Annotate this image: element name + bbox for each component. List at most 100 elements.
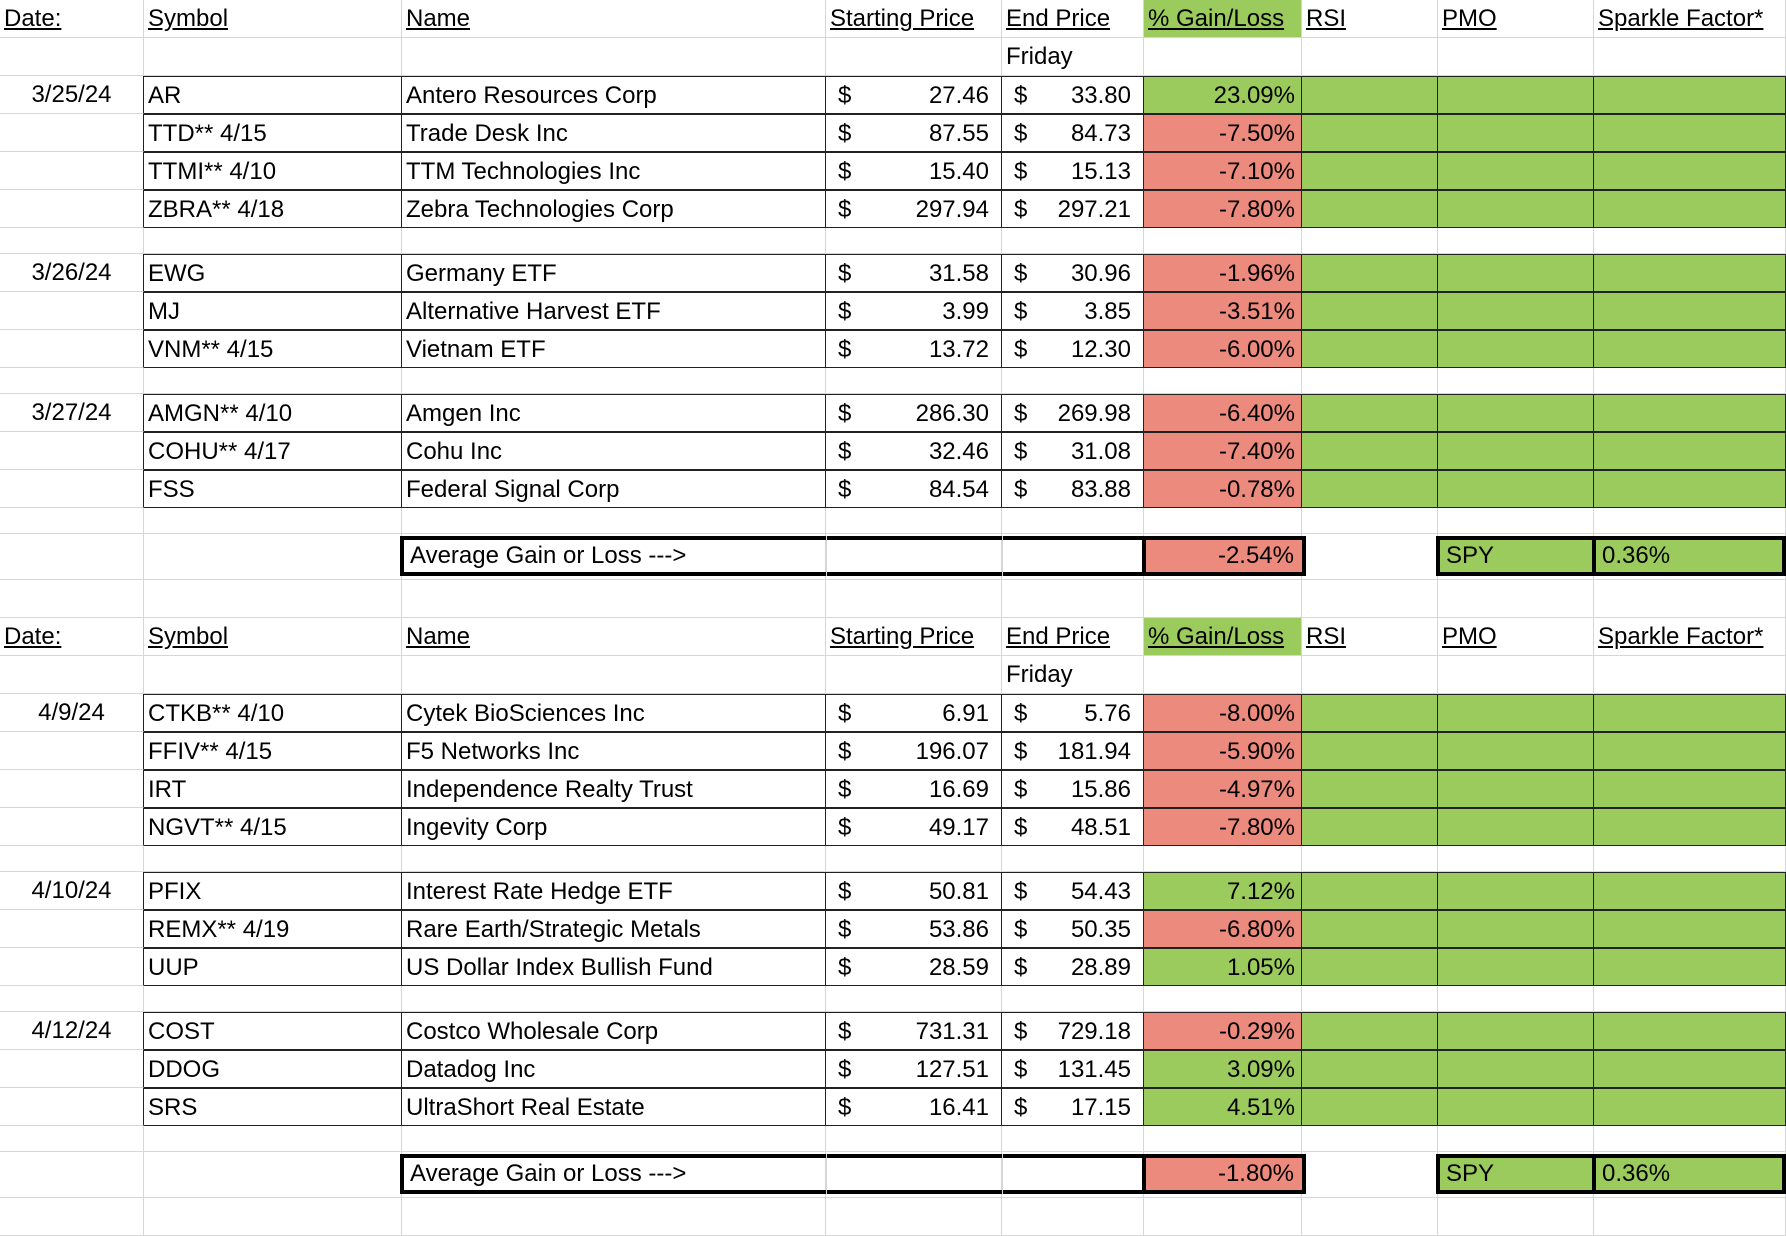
pmo-cell[interactable] (1438, 1012, 1594, 1050)
starting-price-cell[interactable]: $16.41 (826, 1088, 1002, 1126)
rsi-cell[interactable] (1302, 1088, 1438, 1126)
average-gain-loss-value[interactable]: -1.80% (1142, 1154, 1306, 1194)
symbol-cell[interactable]: AR (144, 76, 402, 114)
end-price-cell[interactable]: $31.08 (1002, 432, 1144, 470)
empty-cell[interactable] (144, 656, 402, 694)
gain-loss-cell[interactable]: -7.80% (1144, 190, 1302, 228)
name-cell[interactable]: Alternative Harvest ETF (402, 292, 826, 330)
name-cell[interactable]: Zebra Technologies Corp (402, 190, 826, 228)
empty-cell[interactable] (1438, 656, 1594, 694)
sparkle-factor-cell[interactable] (1594, 910, 1786, 948)
empty-cell[interactable] (826, 228, 1002, 254)
empty-cell[interactable] (826, 38, 1002, 76)
end-price-cell[interactable]: $131.45 (1002, 1050, 1144, 1088)
gain-loss-cell[interactable]: -0.78% (1144, 470, 1302, 508)
header-name[interactable]: Name (402, 0, 826, 38)
symbol-cell[interactable]: VNM** 4/15 (144, 330, 402, 368)
sparkle-factor-cell[interactable] (1594, 76, 1786, 114)
empty-cell[interactable] (1144, 368, 1302, 394)
empty-cell[interactable] (0, 114, 144, 152)
empty-cell[interactable] (402, 580, 826, 618)
gain-loss-cell[interactable]: -6.00% (1144, 330, 1302, 368)
empty-cell[interactable] (1438, 1198, 1594, 1236)
symbol-cell[interactable]: ZBRA** 4/18 (144, 190, 402, 228)
empty-cell[interactable] (826, 1198, 1002, 1236)
pmo-cell[interactable] (1438, 770, 1594, 808)
name-cell[interactable]: US Dollar Index Bullish Fund (402, 948, 826, 986)
starting-price-cell[interactable]: $50.81 (826, 872, 1002, 910)
name-cell[interactable]: Costco Wholesale Corp (402, 1012, 826, 1050)
header-symbol[interactable]: Symbol (144, 618, 402, 656)
rsi-cell[interactable] (1302, 432, 1438, 470)
rsi-cell[interactable] (1302, 872, 1438, 910)
rsi-cell[interactable] (1302, 394, 1438, 432)
rsi-cell[interactable] (1302, 732, 1438, 770)
empty-cell[interactable] (1594, 846, 1786, 872)
end-price-cell[interactable]: $48.51 (1002, 808, 1144, 846)
rsi-cell[interactable] (1302, 190, 1438, 228)
subheader-friday[interactable]: Friday (1002, 38, 1144, 76)
sparkle-factor-cell[interactable] (1594, 808, 1786, 846)
date-cell[interactable]: 3/25/24 (0, 76, 144, 114)
empty-cell[interactable] (1144, 228, 1302, 254)
symbol-cell[interactable]: REMX** 4/19 (144, 910, 402, 948)
empty-cell[interactable] (0, 1152, 144, 1198)
sparkle-factor-cell[interactable] (1594, 432, 1786, 470)
symbol-cell[interactable]: AMGN** 4/10 (144, 394, 402, 432)
empty-cell[interactable] (826, 534, 1002, 580)
end-price-cell[interactable]: $297.21 (1002, 190, 1144, 228)
sparkle-factor-cell[interactable] (1594, 254, 1786, 292)
pmo-cell[interactable] (1438, 732, 1594, 770)
end-price-cell[interactable]: $5.76 (1002, 694, 1144, 732)
empty-cell[interactable] (1438, 846, 1594, 872)
subheader-friday[interactable]: Friday (1002, 656, 1144, 694)
pmo-cell[interactable] (1438, 470, 1594, 508)
empty-cell[interactable] (1144, 986, 1302, 1012)
empty-cell[interactable] (1594, 368, 1786, 394)
empty-cell[interactable] (144, 508, 402, 534)
starting-price-cell[interactable]: $87.55 (826, 114, 1002, 152)
empty-cell[interactable] (1438, 38, 1594, 76)
empty-cell[interactable] (1002, 986, 1144, 1012)
gain-loss-cell[interactable]: 7.12% (1144, 872, 1302, 910)
starting-price-cell[interactable]: $32.46 (826, 432, 1002, 470)
name-cell[interactable]: Ingevity Corp (402, 808, 826, 846)
end-price-cell[interactable]: $50.35 (1002, 910, 1144, 948)
starting-price-cell[interactable]: $49.17 (826, 808, 1002, 846)
rsi-cell[interactable] (1302, 292, 1438, 330)
empty-cell[interactable] (826, 656, 1002, 694)
pmo-cell[interactable] (1438, 948, 1594, 986)
spy-value[interactable]: 0.36% (1592, 536, 1786, 576)
empty-cell[interactable] (0, 808, 144, 846)
date-cell[interactable]: 4/10/24 (0, 872, 144, 910)
header-date[interactable]: Date: (0, 618, 144, 656)
empty-cell[interactable] (1302, 986, 1438, 1012)
empty-cell[interactable] (0, 432, 144, 470)
gain-loss-cell[interactable]: -6.40% (1144, 394, 1302, 432)
empty-cell[interactable] (144, 534, 402, 580)
symbol-cell[interactable]: COST (144, 1012, 402, 1050)
rsi-cell[interactable] (1302, 254, 1438, 292)
header-sparkle-factor[interactable]: Sparkle Factor* (1594, 0, 1786, 38)
empty-cell[interactable] (1002, 508, 1144, 534)
sparkle-factor-cell[interactable] (1594, 1050, 1786, 1088)
empty-cell[interactable] (1438, 1126, 1594, 1152)
sparkle-factor-cell[interactable] (1594, 394, 1786, 432)
empty-cell[interactable] (826, 1126, 1002, 1152)
empty-cell[interactable] (144, 38, 402, 76)
empty-cell[interactable] (0, 1050, 144, 1088)
name-cell[interactable]: Independence Realty Trust (402, 770, 826, 808)
empty-cell[interactable] (1302, 846, 1438, 872)
empty-cell[interactable] (1302, 534, 1438, 580)
symbol-cell[interactable]: PFIX (144, 872, 402, 910)
sparkle-factor-cell[interactable] (1594, 948, 1786, 986)
empty-cell[interactable] (402, 228, 826, 254)
rsi-cell[interactable] (1302, 808, 1438, 846)
end-price-cell[interactable]: $181.94 (1002, 732, 1144, 770)
gain-loss-cell[interactable]: -5.90% (1144, 732, 1302, 770)
empty-cell[interactable] (826, 368, 1002, 394)
sparkle-factor-cell[interactable] (1594, 190, 1786, 228)
rsi-cell[interactable] (1302, 76, 1438, 114)
end-price-cell[interactable]: $28.89 (1002, 948, 1144, 986)
starting-price-cell[interactable]: $31.58 (826, 254, 1002, 292)
